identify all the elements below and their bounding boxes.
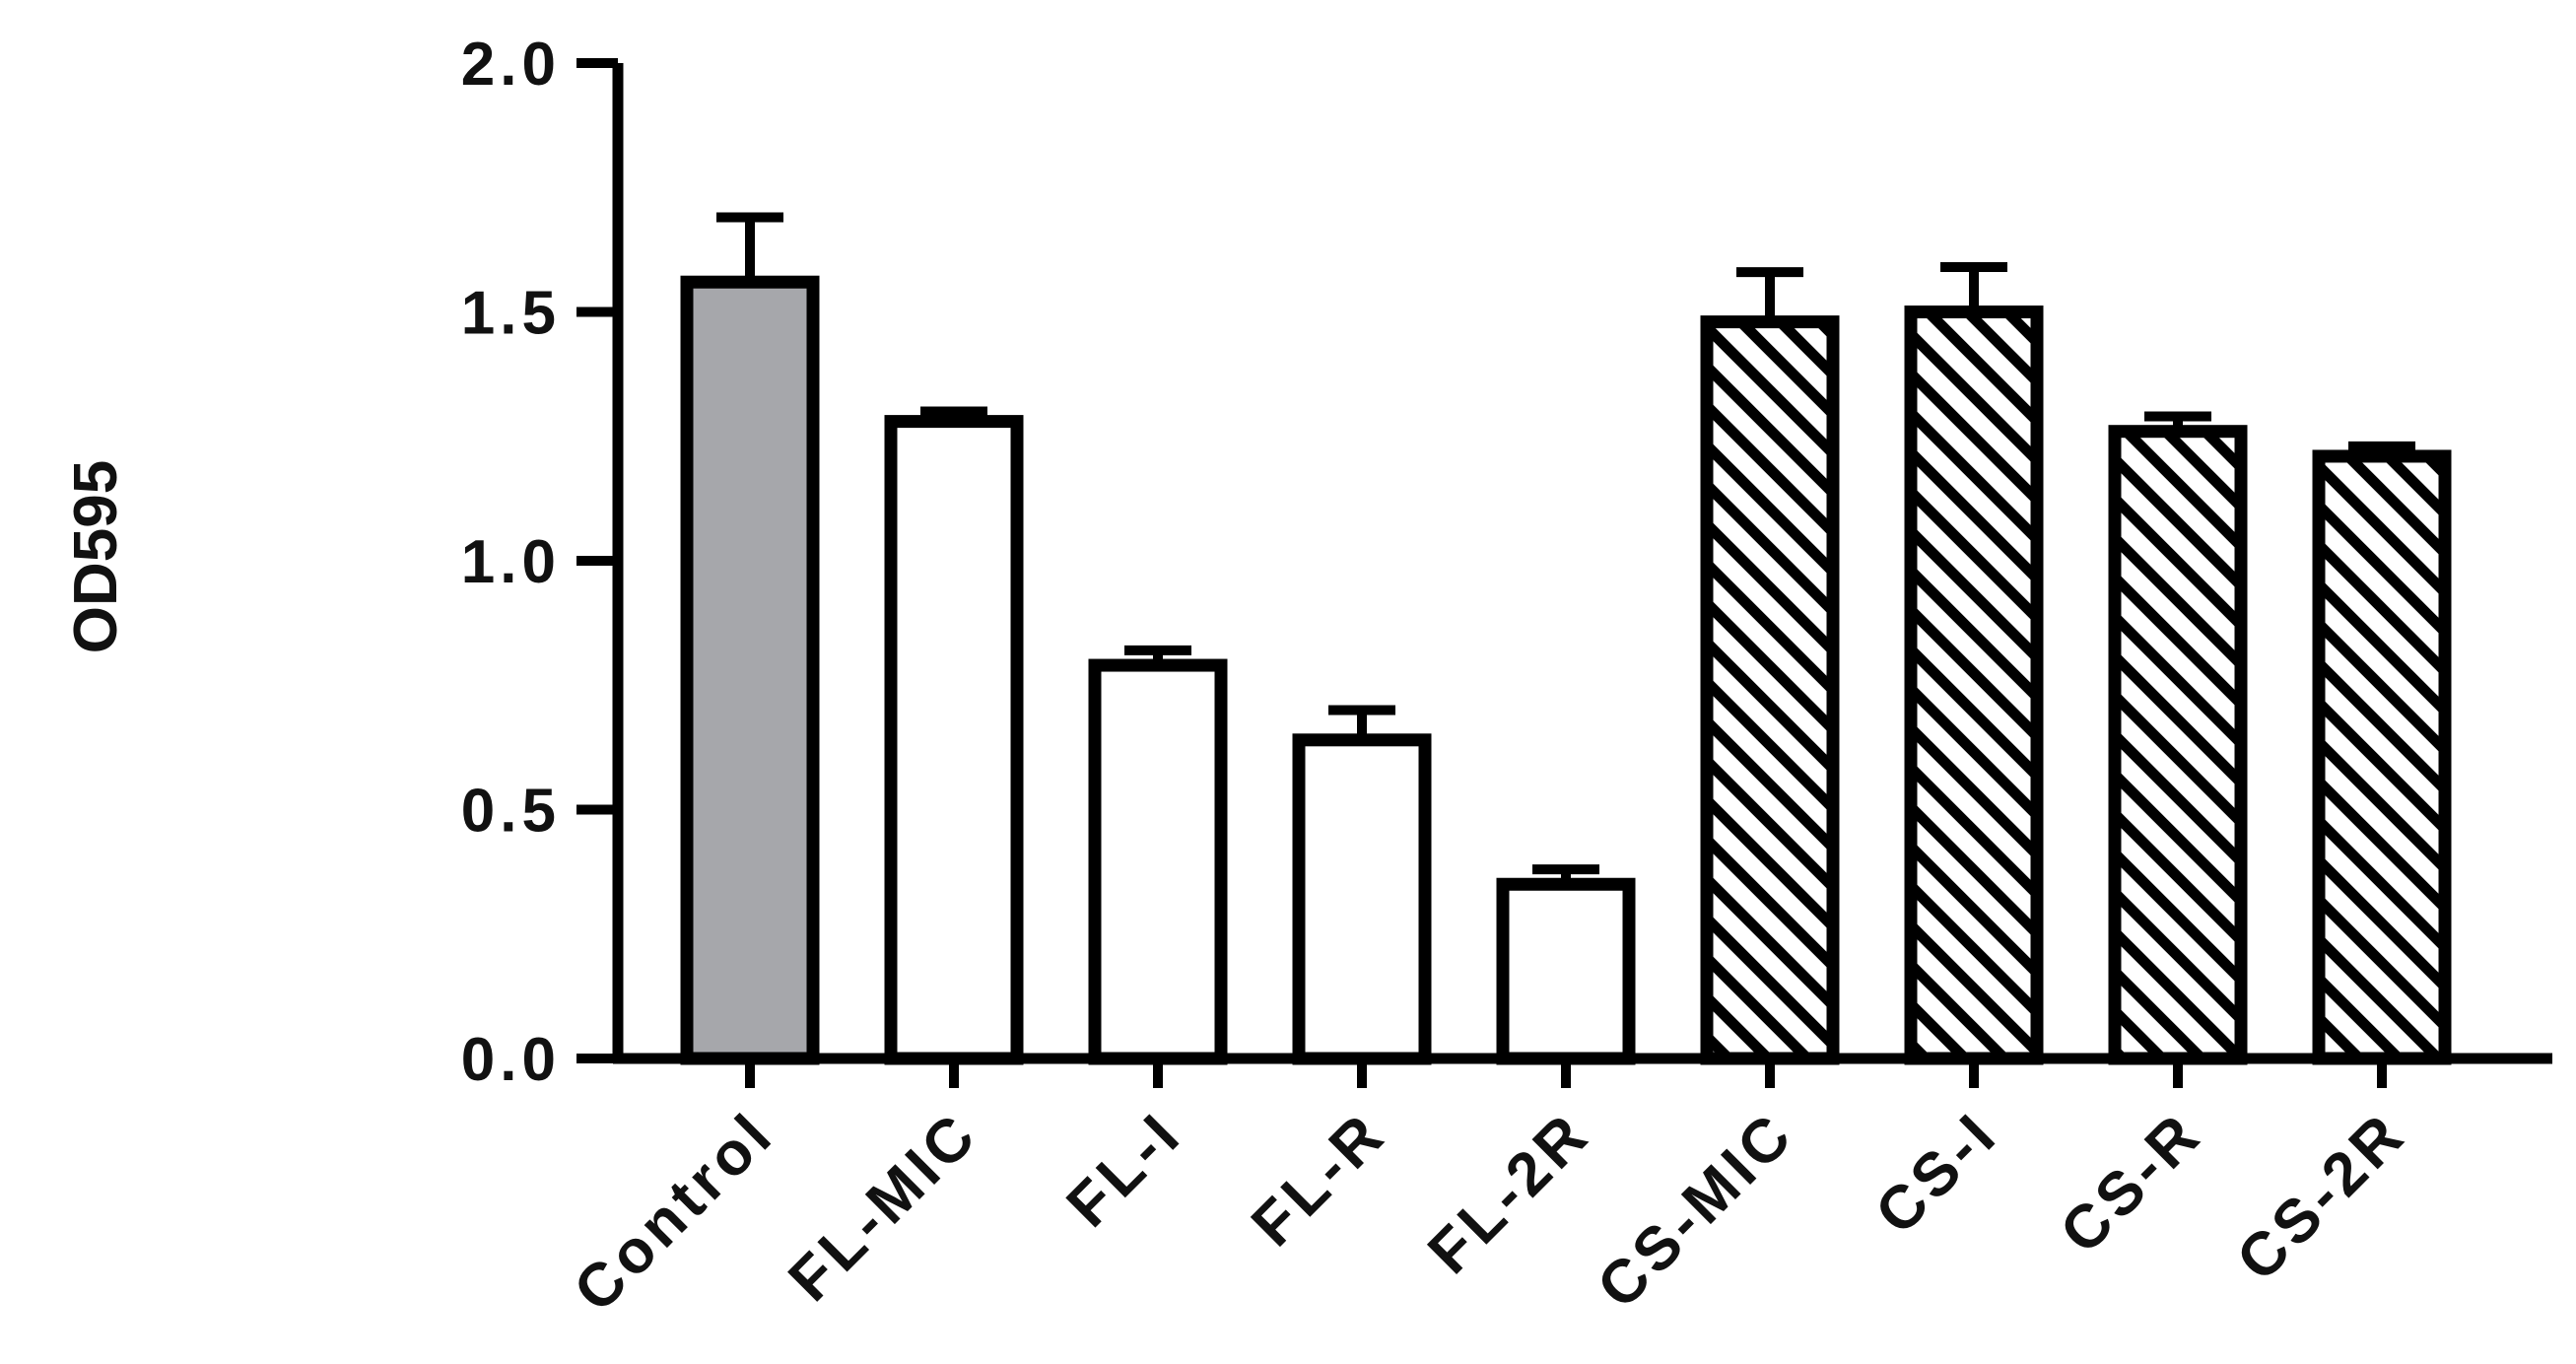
- y-axis-ticks: 0.0 0.5 1.0 1.5 2.0: [461, 31, 618, 1094]
- x-tick-label: Control: [562, 1099, 787, 1325]
- bar-fl-mic: [884, 415, 1024, 1065]
- x-tick-label: CS-MIC: [1585, 1099, 1807, 1322]
- x-tick-label: FL-2R: [1415, 1099, 1603, 1287]
- y-tick-label: 1.5: [461, 280, 561, 348]
- bar-fl-r: [1292, 733, 1432, 1065]
- bar-cs-mic: [1700, 315, 1840, 1065]
- y-tick-label: 0.5: [461, 778, 561, 846]
- x-tick-label: CS-I: [1863, 1099, 2011, 1248]
- y-tick-label: 1.0: [461, 528, 561, 596]
- bar-control: [680, 275, 820, 1065]
- bar-fl-2r: [1496, 877, 1636, 1065]
- x-tick-label: FL-I: [1054, 1099, 1195, 1240]
- x-tick-label: CS-2R: [2224, 1099, 2419, 1294]
- bar-cs-2r: [2312, 449, 2452, 1065]
- bar-fl-i: [1088, 658, 1228, 1065]
- y-tick-label: 2.0: [461, 31, 561, 99]
- x-tick-label: FL-R: [1239, 1099, 1399, 1260]
- y-axis-title: OD595: [62, 460, 130, 653]
- bar-cs-i: [1904, 306, 2044, 1065]
- x-tick-label: CS-R: [2048, 1099, 2215, 1266]
- bar-cs-r: [2108, 425, 2248, 1065]
- y-tick-label: 0.0: [461, 1026, 561, 1094]
- bars: [680, 212, 2452, 1065]
- x-tick-label: FL-MIC: [776, 1099, 991, 1315]
